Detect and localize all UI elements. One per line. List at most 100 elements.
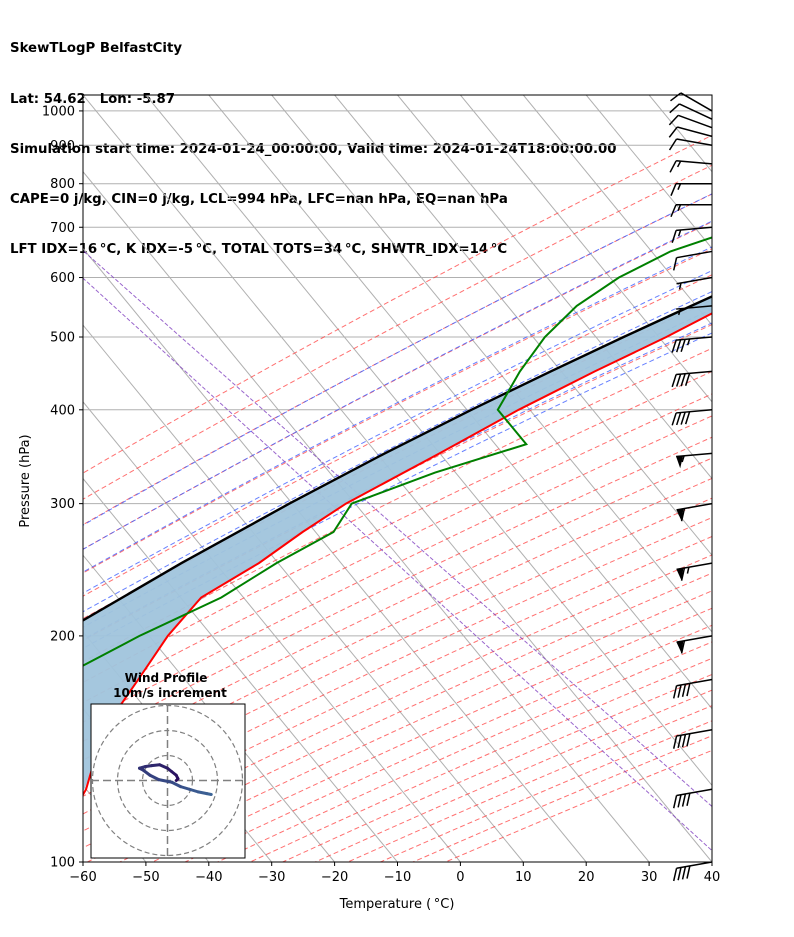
barb-half [686, 567, 690, 574]
dry-adiabat [83, 347, 712, 663]
dry-adiabat [445, 749, 712, 862]
x-tick-label: 30 [641, 870, 658, 885]
wind-barb [676, 635, 713, 654]
barb-full [671, 374, 677, 388]
isotherm-line [397, 95, 712, 480]
wind-barb [671, 226, 713, 244]
wind-barb [668, 126, 713, 138]
barb-full [671, 412, 677, 426]
parcel-profile-line [83, 295, 712, 622]
isotherm-line [145, 95, 712, 787]
barb-shaft [676, 305, 713, 310]
dewpoint-line [83, 236, 712, 667]
barb-shaft [676, 250, 713, 259]
barb-full [675, 339, 682, 353]
hodograph-body [91, 704, 245, 858]
isotherm-line [83, 247, 587, 862]
dry-adiabat [83, 370, 712, 683]
hodograph-trace-segment [174, 777, 180, 782]
barb-half [681, 455, 685, 463]
dry-adiabat [83, 535, 712, 832]
x-tick-label: −60 [69, 870, 96, 885]
chart-title: SkewTLogP BelfastCity [10, 41, 183, 57]
moist-adiabat [83, 290, 712, 613]
barb-full [672, 735, 678, 749]
barb-full [680, 567, 686, 581]
hodograph-trace-segment [187, 787, 200, 794]
barb-full [681, 793, 687, 807]
barb-full [670, 204, 677, 218]
barb-shaft [676, 138, 713, 147]
barb-full [669, 103, 680, 114]
dry-adiabat [184, 624, 712, 862]
wind-barb [669, 103, 713, 120]
isotherm-line [334, 95, 712, 557]
barb-full [686, 792, 691, 806]
dry-adiabat [83, 134, 712, 474]
x-axis-label: Temperature ( °C) [339, 897, 455, 912]
dry-adiabat [83, 497, 712, 797]
barb-full [684, 373, 691, 386]
barb-full [680, 640, 686, 654]
y-tick-label: 800 [50, 177, 75, 192]
barb-shaft [676, 729, 713, 737]
wind-barb [672, 861, 713, 882]
dry-adiabat [347, 705, 712, 862]
temperature-line [83, 312, 712, 797]
barb-shaft [676, 409, 713, 414]
y-tick-label: 400 [50, 403, 75, 418]
wind-barb [670, 204, 712, 218]
barb-full [677, 735, 682, 749]
barb-shaft [677, 126, 713, 138]
isotherm-line [460, 95, 712, 403]
y-tick-label: 100 [50, 856, 75, 871]
dry-adiabat [83, 415, 712, 723]
isotherm-line [648, 95, 712, 173]
hodograph-trace-segment [148, 773, 161, 782]
wind-barb [669, 160, 713, 173]
isotherm-line [585, 95, 712, 250]
barb-full [681, 734, 687, 748]
wind-barb [676, 305, 713, 316]
wind-barb [670, 92, 713, 112]
dry-adiabat [83, 516, 712, 815]
x-tick-label: −40 [195, 870, 222, 885]
wind-barb [668, 138, 713, 151]
barb-full [675, 373, 682, 387]
wind-barb [672, 729, 713, 749]
hodograph-inset: Wind Profile 10m/s increment [90, 671, 246, 859]
x-tick-label: 0 [456, 870, 464, 885]
dry-adiabat [412, 735, 712, 862]
barb-full [681, 866, 687, 880]
hodograph-trace-segment [170, 780, 183, 789]
wind-barb [671, 336, 713, 353]
dry-adiabat [83, 457, 712, 761]
isotherm-line [522, 95, 712, 326]
barb-full [677, 794, 682, 808]
barb-full [681, 683, 687, 697]
x-tick-label: 40 [704, 870, 721, 885]
y-tick-label: 600 [50, 271, 75, 286]
barb-full [680, 339, 686, 352]
barb-full [671, 230, 677, 244]
barb-full [686, 733, 691, 747]
isotherm-line [83, 324, 524, 862]
barb-half [686, 338, 691, 346]
barb-half [677, 183, 682, 190]
wind-barb [676, 276, 713, 290]
barb-flag [676, 455, 684, 469]
barb-full [671, 339, 677, 353]
barb-full [669, 160, 677, 173]
wind-barb [671, 370, 713, 388]
moist-adiabat [83, 270, 712, 594]
barb-full [677, 867, 682, 881]
barb-shaft [676, 370, 713, 376]
y-tick-label: 200 [50, 629, 75, 644]
barb-shaft [676, 276, 713, 285]
dry-adiabat [83, 164, 712, 500]
barb-full [672, 795, 678, 809]
wind-barb [676, 562, 713, 581]
wind-barb [670, 182, 712, 196]
y-tick-label: 500 [50, 331, 75, 346]
